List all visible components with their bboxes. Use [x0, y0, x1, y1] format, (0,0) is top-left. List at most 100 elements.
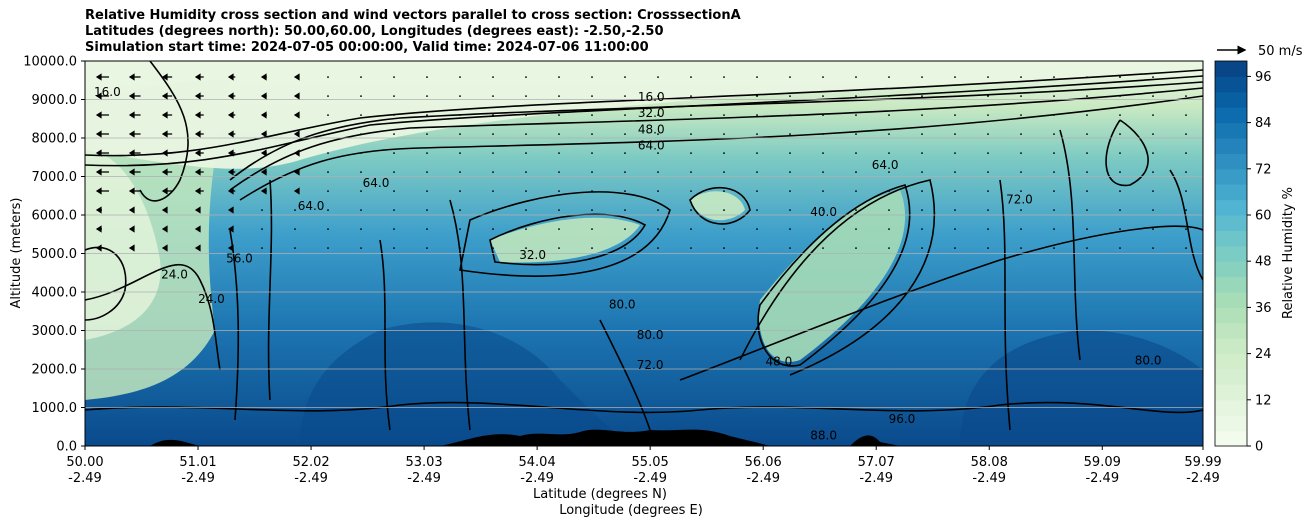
wind-vector-dot: [921, 114, 923, 116]
wind-vector-dot: [426, 95, 428, 97]
colorbar-segment: [1215, 199, 1247, 216]
wind-vector-dot: [327, 114, 329, 116]
wind-vector-dot: [1053, 95, 1055, 97]
wind-vector-arrow: [95, 244, 102, 252]
contour-label: 80.0: [637, 328, 664, 342]
gridlines: [85, 99, 1203, 408]
wind-vector-dot: [1053, 114, 1055, 116]
wind-vector-dot: [987, 171, 989, 173]
wind-vector-arrow: [260, 130, 267, 138]
contour-label: 88.0: [810, 429, 837, 443]
wind-vector-dot: [1185, 228, 1187, 230]
wind-vector-dot: [954, 171, 956, 173]
y-tick-label: 1000.0: [32, 401, 78, 416]
wind-vector-dot: [393, 114, 395, 116]
wind-vector-dot: [657, 247, 659, 249]
wind-vector-dot: [789, 76, 791, 78]
wind-vector-dot: [921, 247, 923, 249]
contour-label: 64.0: [298, 199, 325, 213]
wind-vector-arrow: [128, 73, 141, 81]
wind-vector-dot: [756, 247, 758, 249]
wind-vector-arrow: [227, 225, 234, 233]
wind-vector-dot: [525, 190, 527, 192]
wind-vector-arrow: [227, 168, 236, 176]
wind-vectors: [95, 73, 1187, 252]
colorbar-segment: [1215, 384, 1247, 401]
wind-vector-arrow: [194, 73, 204, 81]
wind-vector-dot: [855, 247, 857, 249]
wind-vector-dot: [591, 76, 593, 78]
x-tick-label-lon: -2.49: [294, 471, 328, 486]
wind-vector-dot: [426, 152, 428, 154]
wind-vector-dot: [1020, 114, 1022, 116]
wind-vector-dot: [261, 228, 263, 230]
wind-vector-dot: [690, 209, 692, 211]
wind-vector-dot: [855, 209, 857, 211]
contour-label: 32.0: [519, 248, 546, 262]
wind-vector-dot: [657, 95, 659, 97]
y-tick-label: 8000.0: [32, 132, 78, 147]
x-tick-label-lon: -2.49: [1085, 471, 1119, 486]
wind-vector-dot: [1086, 190, 1088, 192]
wind-vector-dot: [1086, 95, 1088, 97]
wind-vector-dot: [1020, 209, 1022, 211]
wind-vector-dot: [624, 228, 626, 230]
y-tick-label: 2000.0: [32, 363, 78, 378]
wind-vector-dot: [426, 228, 428, 230]
x-tick-label-lon: -2.49: [181, 471, 215, 486]
wind-vector-dot: [294, 228, 296, 230]
wind-vector-dot: [822, 171, 824, 173]
colorbar-segment: [1215, 153, 1247, 170]
wind-vector-arrow: [128, 244, 135, 252]
wind-vector-dot: [525, 228, 527, 230]
wind-vector-dot: [558, 133, 560, 135]
wind-vector-dot: [1086, 133, 1088, 135]
y-tick-label: 10000.0: [23, 55, 77, 70]
wind-vector-dot: [756, 114, 758, 116]
wind-vector-dot: [855, 95, 857, 97]
wind-vector-arrow: [95, 168, 109, 176]
wind-vector-arrow: [260, 73, 267, 81]
wind-vector-arrow: [293, 187, 300, 195]
moist-region-2: [960, 330, 1203, 446]
wind-vector-arrow: [161, 206, 168, 214]
wind-vector-dot: [723, 152, 725, 154]
wind-vector-dot: [1152, 247, 1154, 249]
wind-vector-dot: [987, 76, 989, 78]
wind-vector-dot: [327, 171, 329, 173]
wind-vector-dot: [1185, 152, 1187, 154]
wind-vector-dot: [657, 190, 659, 192]
wind-vector-dot: [657, 209, 659, 211]
wind-vector-dot: [327, 133, 329, 135]
wind-vector-arrow: [260, 187, 267, 195]
wind-vector-arrow: [260, 92, 267, 100]
wind-vector-dot: [1020, 152, 1022, 154]
colorbar-segment: [1215, 76, 1247, 93]
x-tick-label-lat: 50.00: [66, 455, 103, 470]
wind-vector-arrow: [293, 168, 300, 176]
wind-vector-dot: [1086, 114, 1088, 116]
wind-vector-dot: [525, 114, 527, 116]
wind-vector-dot: [558, 228, 560, 230]
wind-vector-dot: [987, 247, 989, 249]
contour-label: 48.0: [638, 123, 665, 137]
wind-vector-dot: [1053, 228, 1055, 230]
wind-vector-dot: [426, 133, 428, 135]
wind-vector-dot: [987, 114, 989, 116]
wind-vector-dot: [789, 171, 791, 173]
wind-vector-dot: [1020, 133, 1022, 135]
wind-vector-arrow: [161, 130, 173, 138]
wind-vector-dot: [558, 76, 560, 78]
contour-label: 64.0: [872, 158, 899, 172]
wind-vector-dot: [1086, 247, 1088, 249]
wind-vector-dot: [360, 114, 362, 116]
wind-vector-dot: [954, 247, 956, 249]
wind-vector-arrow: [128, 130, 141, 138]
wind-vector-dot: [789, 190, 791, 192]
dry-region-right: [759, 190, 906, 362]
x-tick-label-lon: -2.49: [68, 471, 102, 486]
wind-vector-dot: [459, 171, 461, 173]
wind-vector-dot: [888, 114, 890, 116]
wind-vector-dot: [327, 152, 329, 154]
chart-title-line-2: Latitudes (degrees north): 50.00,60.00, …: [85, 24, 664, 39]
